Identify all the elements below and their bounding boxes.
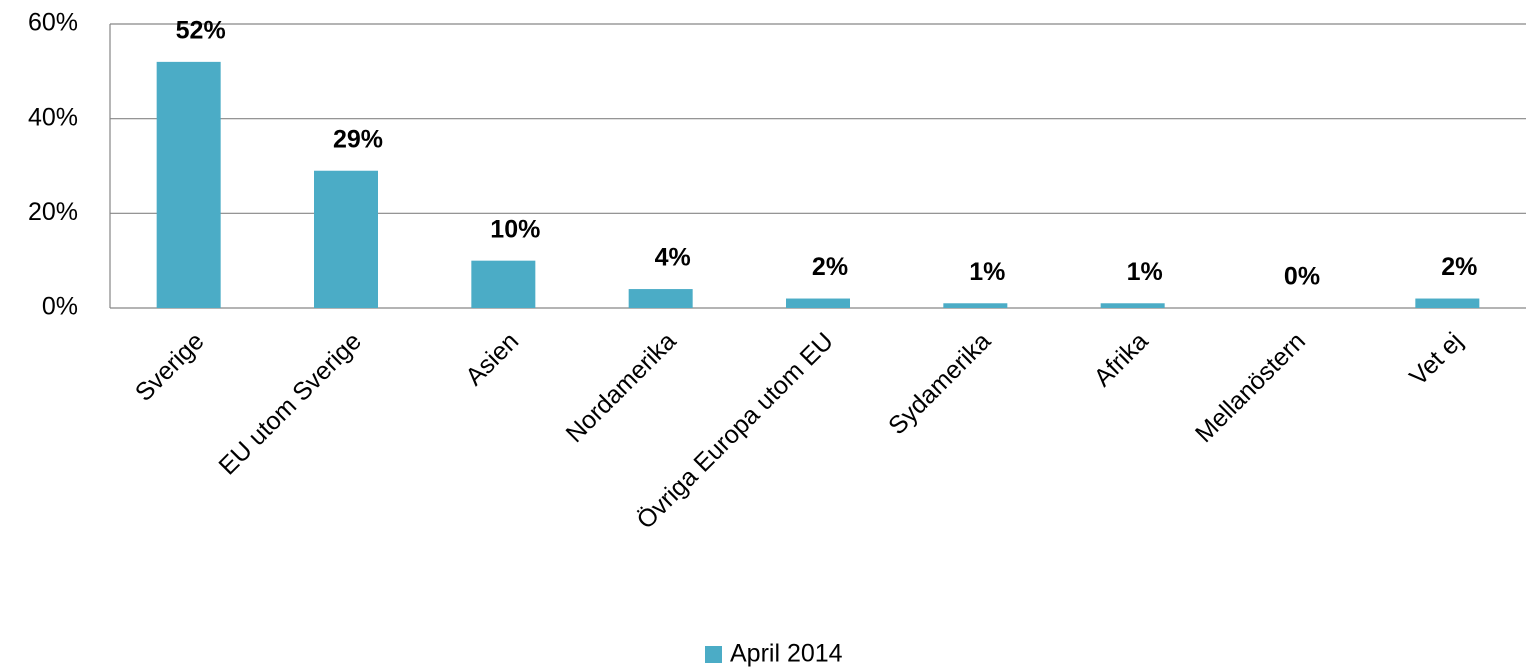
- legend-label: April 2014: [730, 640, 843, 668]
- bar: [314, 170, 378, 308]
- x-tick-label: Vet ej: [1404, 327, 1468, 391]
- bar: [156, 61, 221, 308]
- data-label: 2%: [1441, 253, 1477, 281]
- y-tick-label: 40%: [28, 103, 78, 131]
- legend-swatch: [705, 646, 722, 663]
- x-tick-label: Sverige: [130, 327, 210, 407]
- x-tick-label: Asien: [460, 327, 524, 391]
- data-label: 10%: [490, 215, 540, 243]
- x-tick-label: Sydamerika: [883, 327, 996, 440]
- data-label: 0%: [1284, 263, 1320, 291]
- x-tick-label: Nordamerika: [561, 327, 682, 448]
- data-label: 4%: [655, 244, 691, 272]
- data-label: 1%: [969, 258, 1005, 286]
- x-tick-label: EU utom Sverige: [213, 327, 366, 480]
- data-label: 29%: [333, 125, 383, 153]
- data-label: 2%: [812, 253, 848, 281]
- bar: [471, 260, 536, 308]
- y-tick-label: 0%: [42, 293, 78, 321]
- bar: [786, 298, 850, 308]
- x-tick-label: Mellanöstern: [1190, 327, 1311, 448]
- data-label: 1%: [1127, 258, 1163, 286]
- data-label: 52%: [176, 16, 226, 44]
- x-tick-label: Afrika: [1089, 327, 1154, 392]
- bar: [628, 289, 693, 308]
- bar: [943, 303, 1008, 308]
- bar: [1100, 303, 1165, 308]
- y-tick-label: 20%: [28, 198, 78, 226]
- bar: [1415, 298, 1480, 308]
- y-tick-label: 60%: [28, 9, 78, 37]
